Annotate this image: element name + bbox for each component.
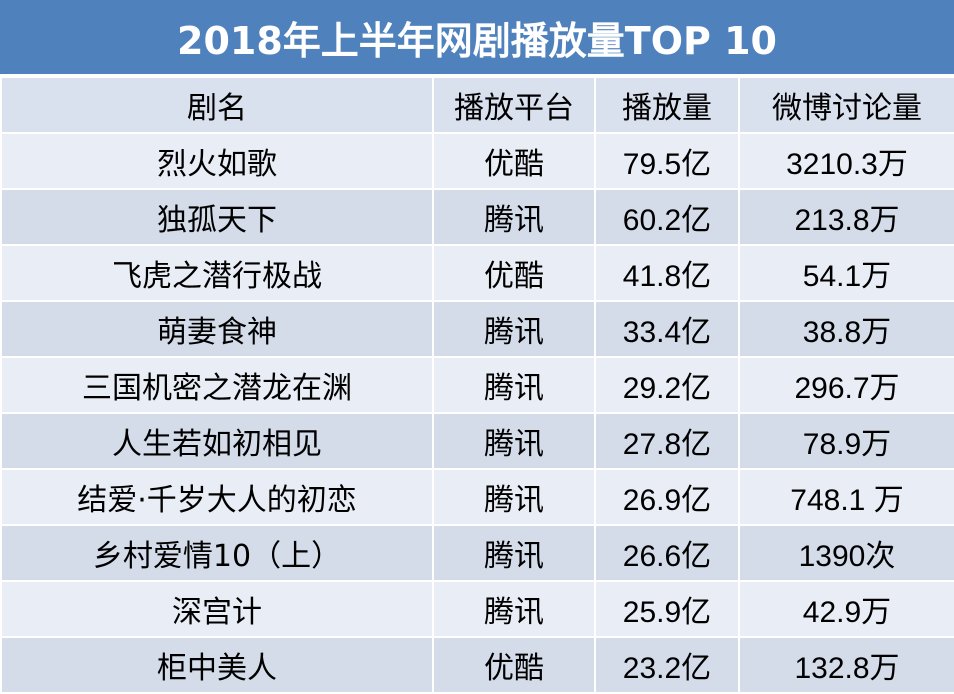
table-row: 乡村爱情10（上） 腾讯 26.6亿 1390次 [0,524,954,582]
weibo-discussion-cell: 748.1 万 [738,468,954,526]
platform-cell: 优酷 [432,244,596,302]
table-title: 2018年上半年网剧播放量TOP 10 [0,0,954,76]
weibo-discussion-cell: 54.1万 [738,244,954,302]
view-count-cell: 41.8亿 [594,244,740,302]
view-count-cell: 29.2亿 [594,356,740,414]
header-cell-platform: 播放平台 [432,76,596,134]
platform-cell: 腾讯 [432,524,596,582]
drama-title-cell: 飞虎之潜行极战 [0,244,434,302]
platform-cell: 腾讯 [432,300,596,358]
view-count-cell: 79.5亿 [594,132,740,190]
weibo-discussion-cell: 38.8万 [738,300,954,358]
weibo-discussion-cell: 296.7万 [738,356,954,414]
table-row: 人生若如初相见 腾讯 27.8亿 78.9万 [0,412,954,470]
drama-title-cell: 独孤天下 [0,188,434,246]
view-count-cell: 27.8亿 [594,412,740,470]
platform-cell: 腾讯 [432,188,596,246]
data-table: 剧名 播放平台 播放量 微博讨论量 烈火如歌 优酷 79.5亿 3210.3万 独孤天下… [0,76,954,694]
header-cell-title: 剧名 [0,76,434,134]
view-count-cell: 26.6亿 [594,524,740,582]
weibo-discussion-cell: 1390次 [738,524,954,582]
drama-title-cell: 人生若如初相见 [0,412,434,470]
table-row: 三国机密之潜龙在渊 腾讯 29.2亿 296.7万 [0,356,954,414]
platform-cell: 优酷 [432,636,596,694]
header-cell-views: 播放量 [594,76,740,134]
view-count-cell: 25.9亿 [594,580,740,638]
drama-title-cell: 乡村爱情10（上） [0,524,434,582]
platform-cell: 腾讯 [432,468,596,526]
weibo-discussion-cell: 3210.3万 [738,132,954,190]
platform-cell: 腾讯 [432,412,596,470]
table-row: 飞虎之潜行极战 优酷 41.8亿 54.1万 [0,244,954,302]
weibo-discussion-cell: 78.9万 [738,412,954,470]
drama-title-cell: 烈火如歌 [0,132,434,190]
drama-title-cell: 萌妻食神 [0,300,434,358]
platform-cell: 腾讯 [432,580,596,638]
table-row: 萌妻食神 腾讯 33.4亿 38.8万 [0,300,954,358]
drama-title-cell: 柜中美人 [0,636,434,694]
drama-title-cell: 三国机密之潜龙在渊 [0,356,434,414]
weibo-discussion-cell: 132.8万 [738,636,954,694]
table-row: 烈火如歌 优酷 79.5亿 3210.3万 [0,132,954,190]
view-count-cell: 60.2亿 [594,188,740,246]
table-body: 烈火如歌 优酷 79.5亿 3210.3万 独孤天下 腾讯 60.2亿 213.8万 飞虎之潜行… [0,132,954,694]
view-count-cell: 26.9亿 [594,468,740,526]
view-count-cell: 33.4亿 [594,300,740,358]
header-row: 剧名 播放平台 播放量 微博讨论量 [0,76,954,134]
platform-cell: 腾讯 [432,356,596,414]
weibo-discussion-cell: 42.9万 [738,580,954,638]
platform-cell: 优酷 [432,132,596,190]
drama-title-cell: 结爱·千岁大人的初恋 [0,468,434,526]
weibo-discussion-cell: 213.8万 [738,188,954,246]
drama-title-cell: 深宫计 [0,580,434,638]
table-header: 剧名 播放平台 播放量 微博讨论量 [0,76,954,134]
table-row: 结爱·千岁大人的初恋 腾讯 26.9亿 748.1 万 [0,468,954,526]
view-count-cell: 23.2亿 [594,636,740,694]
table-row: 独孤天下 腾讯 60.2亿 213.8万 [0,188,954,246]
header-cell-weibo: 微博讨论量 [738,76,954,134]
table-row: 柜中美人 优酷 23.2亿 132.8万 [0,636,954,694]
table-row: 深宫计 腾讯 25.9亿 42.9万 [0,580,954,638]
